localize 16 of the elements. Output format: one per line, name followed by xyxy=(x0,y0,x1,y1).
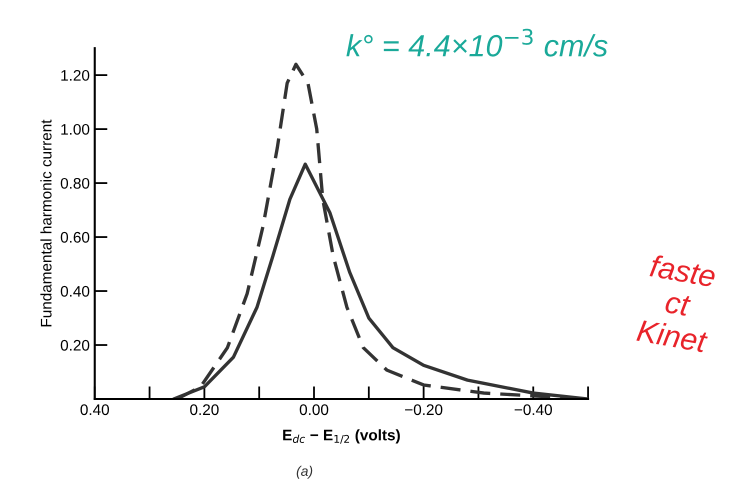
x-tick-label: 0.40 xyxy=(80,404,110,416)
y-tick-label: 0.60 xyxy=(60,232,90,243)
y-tick-label: 0.40 xyxy=(60,286,90,297)
x-tick-label: −0.40 xyxy=(514,404,552,416)
x-tick-label: −0.20 xyxy=(405,404,442,416)
x-tick-label: 0.00 xyxy=(300,404,328,416)
y-tick-label: 0.20 xyxy=(60,340,90,351)
y-tick-label: 1.20 xyxy=(61,70,90,81)
annotation: k° = 4.4×10$^{−3}$ cm/s xyxy=(346,28,608,57)
text: (a) xyxy=(296,466,312,479)
y-axis-title: Fundamental harmonic current xyxy=(40,120,52,326)
x-tick-label: 0.20 xyxy=(190,404,219,416)
x-axis-title: E$_{dc}$ − E$_{1/2}$ (volts) xyxy=(283,429,400,444)
y-tick-label: 1.00 xyxy=(61,124,90,135)
y-tick-label: 0.80 xyxy=(60,178,90,189)
text: faste ct Kinet xyxy=(636,254,716,353)
